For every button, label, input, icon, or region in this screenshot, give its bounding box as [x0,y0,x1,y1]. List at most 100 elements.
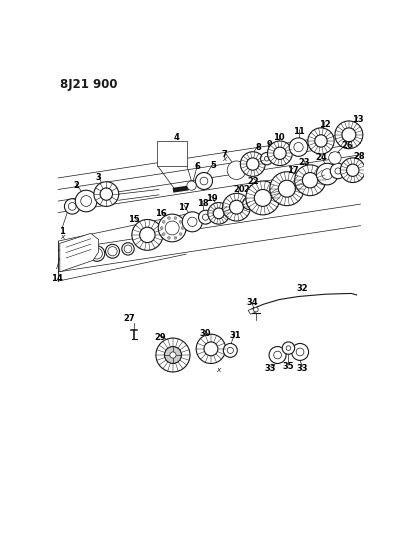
Text: 8: 8 [255,143,261,151]
Circle shape [208,203,229,224]
Circle shape [122,243,134,255]
Circle shape [308,128,334,154]
Circle shape [168,217,170,220]
Bar [158,141,187,166]
Circle shape [227,161,246,180]
Circle shape [302,173,318,188]
Text: 12: 12 [319,119,331,128]
Text: X: X [60,235,64,240]
Circle shape [342,128,356,142]
Polygon shape [60,233,99,272]
Circle shape [340,158,365,182]
Text: 10: 10 [274,133,285,142]
Circle shape [108,247,117,256]
Text: 8J21 900: 8J21 900 [60,78,117,91]
Circle shape [82,252,89,259]
Text: 33: 33 [297,365,308,374]
Text: 6: 6 [318,127,324,136]
Circle shape [79,249,92,262]
Text: 34: 34 [247,298,259,307]
Circle shape [213,208,224,219]
Circle shape [81,196,92,206]
Text: 7: 7 [222,150,228,159]
Circle shape [255,189,271,206]
Text: 2: 2 [73,181,79,190]
Circle shape [65,199,80,214]
Circle shape [229,200,244,214]
Circle shape [335,168,341,174]
Text: 3: 3 [96,173,101,182]
Text: X: X [223,157,227,162]
Text: 13: 13 [351,115,363,124]
Circle shape [294,142,303,152]
Circle shape [310,143,318,151]
Text: 15: 15 [128,215,140,224]
Text: 30: 30 [200,329,211,338]
Text: 19: 19 [206,194,217,203]
Text: 21: 21 [243,185,255,194]
Circle shape [160,227,163,229]
Circle shape [296,348,304,356]
Circle shape [261,152,273,165]
Text: 26: 26 [341,141,353,150]
Circle shape [270,172,304,206]
Text: 35: 35 [283,362,294,371]
Circle shape [278,180,295,197]
Text: 24: 24 [316,154,328,163]
Text: 31: 31 [229,332,241,340]
Circle shape [179,233,182,236]
Circle shape [140,227,155,243]
Circle shape [158,214,186,242]
Text: 6: 6 [195,162,201,171]
Circle shape [240,152,265,176]
Text: 11: 11 [292,127,304,136]
Circle shape [196,334,226,364]
Circle shape [254,308,258,312]
Circle shape [223,343,237,357]
Circle shape [174,217,177,220]
Text: 33: 33 [265,365,276,374]
Circle shape [329,152,341,164]
Circle shape [75,190,97,212]
Circle shape [105,244,120,258]
Circle shape [196,173,213,189]
Text: 22: 22 [248,176,259,185]
Circle shape [286,346,291,350]
Circle shape [156,338,190,372]
Text: 18: 18 [197,199,208,208]
Circle shape [322,168,332,180]
Text: 32: 32 [297,284,308,293]
Circle shape [227,348,234,353]
Circle shape [132,220,163,251]
Circle shape [200,177,208,185]
Circle shape [92,248,103,259]
Circle shape [89,246,105,261]
Circle shape [179,221,182,223]
Circle shape [282,342,295,354]
Circle shape [316,163,338,185]
Circle shape [202,214,208,220]
Circle shape [246,201,251,206]
Circle shape [246,181,280,215]
Text: 28: 28 [353,152,365,161]
Text: 1: 1 [59,227,65,236]
Circle shape [198,210,213,224]
Circle shape [188,217,197,227]
Circle shape [68,203,76,210]
Text: 23: 23 [298,158,310,167]
Circle shape [162,221,165,223]
Circle shape [174,237,177,239]
Text: 20: 20 [234,185,245,194]
Text: 27: 27 [124,313,135,322]
Text: 16: 16 [156,209,167,218]
Circle shape [274,147,286,159]
Text: 17: 17 [287,166,299,175]
Circle shape [165,221,179,235]
Circle shape [182,212,202,232]
Circle shape [223,193,250,221]
Circle shape [269,346,286,364]
Circle shape [267,141,292,166]
Text: 25: 25 [330,152,341,161]
Circle shape [164,346,181,364]
Text: 5: 5 [210,161,216,170]
